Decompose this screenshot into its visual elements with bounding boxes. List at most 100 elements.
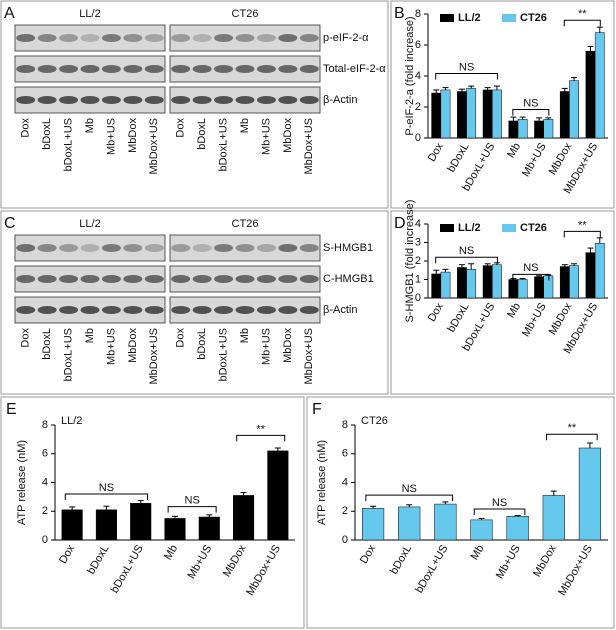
significance-bracket [435,256,498,264]
blot-band [214,34,234,42]
lane-label: Dox [175,328,187,348]
y-tick-label: 1 [415,273,421,285]
blot-band [59,34,79,42]
blot-band [16,244,36,252]
blot-band [256,244,276,252]
blot-band [299,34,319,42]
significance-label: NS [459,245,474,257]
panel-frame [0,0,389,209]
blot-band [299,306,319,314]
bar [585,50,596,139]
y-tick-label: 6 [42,448,48,460]
panel-frame [390,0,615,209]
y-tick-label: 4 [342,476,348,488]
panel-letter: F [312,401,322,418]
lane-label: bDoxL [196,328,208,360]
blot-band [144,96,164,104]
x-tick-label: Mb+US [520,301,549,339]
x-tick-label: Mb [469,543,487,562]
significance-label: NS [523,97,538,109]
y-tick-label: 6 [342,448,348,460]
blot-row-label: p-eIF-2-α [323,32,369,44]
x-tick-label: MbDox [547,301,575,338]
y-tick-label: 2 [42,505,48,517]
blot-band [101,34,121,42]
y-tick-label: 2 [415,101,421,113]
blot-band [101,65,121,73]
y-axis-label: ATP release (nM) [16,440,28,525]
blot-band [59,306,79,314]
lane-label: MbDox [282,328,294,363]
significance-bracket [563,19,601,27]
significance-label: NS [492,497,507,509]
legend-swatch [440,224,454,232]
panel-letter: D [394,215,406,232]
blot-group-label: CT26 [232,218,259,230]
blot-band [171,275,191,283]
significance-bracket [365,494,454,502]
lane-label: Mb [84,328,96,343]
x-tick-label: bDoxL [445,301,471,335]
blot-band [37,306,57,314]
legend-swatch [440,14,454,22]
legend-label: LL/2 [458,222,481,234]
blot-band [192,275,212,283]
blot-band [101,275,121,283]
y-tick-label: 3 [415,236,421,248]
x-tick-label: Mb [505,141,523,160]
y-tick-label: 8 [415,8,421,20]
bar [578,447,602,541]
panel-letter: C [4,215,16,232]
significance-bracket [563,230,601,238]
blot-band [80,244,100,252]
bar [508,120,519,139]
x-tick-label: Dox [358,543,378,566]
lane-label: MbDox+US [303,118,315,175]
blot-band [299,65,319,73]
bar [267,450,289,541]
blot-band [192,244,212,252]
significance-label: NS [459,61,474,73]
blot-band [171,306,191,314]
lane-label: bDoxL+US [217,118,229,172]
blot-band [256,65,276,73]
blot-band [299,275,319,283]
lane-label: Mb+US [260,118,272,155]
blot-band [16,306,36,314]
lane-label: MbDox [282,118,294,153]
bar [130,503,152,541]
lane-label: Mb [239,118,251,133]
bar [517,119,528,139]
bar [559,266,570,299]
bar [431,273,442,299]
x-tick-label: Dox [57,543,77,566]
lane-label: Dox [20,328,32,348]
bar [466,269,477,299]
bar [470,519,493,541]
lane-label: Dox [20,118,32,138]
lane-label: Dox [175,118,187,138]
x-tick-label: bDoxL+US [413,543,450,595]
blot-band [59,96,79,104]
blot-band [16,65,36,73]
bar [569,265,579,299]
lane-label: bDoxL+US [62,328,74,382]
significance-bracket [512,108,550,116]
x-tick-label: Mb [505,301,523,320]
blot-band [59,275,79,283]
panel-letter: B [394,5,405,22]
bar [559,91,570,139]
blot-band [16,275,36,283]
x-tick-label: MbDox [547,141,575,178]
blot-band [59,65,79,73]
blot-row-label: Total-eIF-2-α [323,63,386,75]
bar [508,279,519,299]
lane-label: bDoxL+US [217,328,229,382]
significance-label: ** [578,8,587,20]
bar [398,506,421,541]
bar [434,503,457,541]
bar [517,279,528,299]
blot-band [37,96,57,104]
lane-label: MbDox [127,118,139,153]
